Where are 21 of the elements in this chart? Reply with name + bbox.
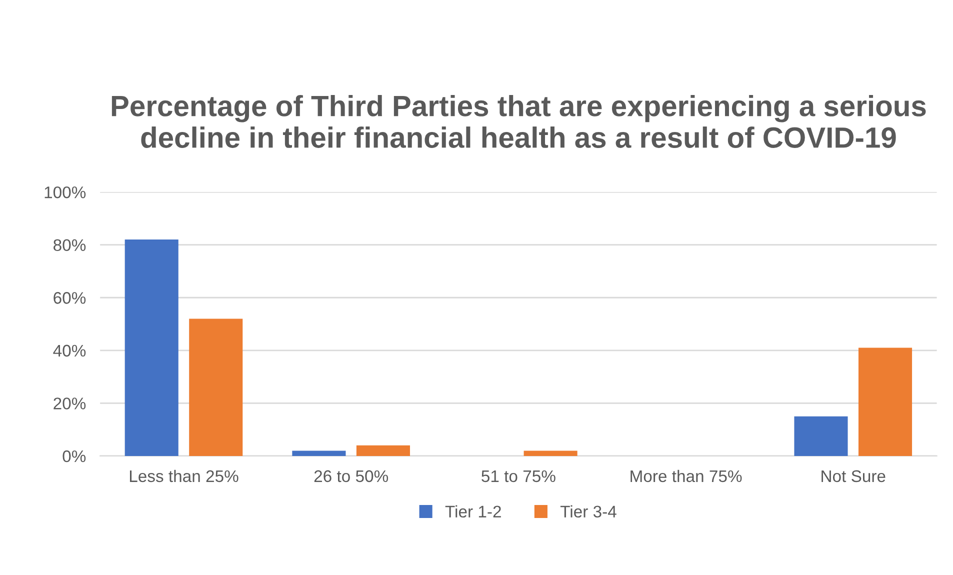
x-tick-label: More than 75%: [630, 470, 742, 482]
bar: [794, 416, 848, 456]
y-tick-label: 0%: [62, 450, 86, 462]
bar: [524, 450, 578, 456]
x-tick-label: Less than 25%: [130, 470, 238, 482]
bar: [858, 348, 912, 456]
legend-label: Tier 3-4: [560, 505, 616, 518]
bar: [292, 450, 346, 456]
y-tick-label: 20%: [54, 398, 86, 410]
y-tick-label: 80%: [54, 239, 86, 252]
chart-title: Percentage of Third Parties that are experiencing a serious decline in their financial health as a result of COVID-19: [112, 94, 926, 148]
y-tick-label: 60%: [54, 292, 86, 304]
bar: [124, 240, 178, 456]
bar: [356, 445, 410, 456]
y-tick-label: 100%: [44, 186, 86, 198]
y-tick-label: 40%: [53, 344, 86, 357]
legend-label: Tier 1-2: [445, 505, 501, 518]
x-tick-label: 26 to 50%: [314, 470, 388, 482]
x-tick-label: Not Sure: [822, 470, 886, 482]
x-tick-label: 51 to 75%: [482, 470, 556, 482]
bar: [189, 318, 243, 456]
